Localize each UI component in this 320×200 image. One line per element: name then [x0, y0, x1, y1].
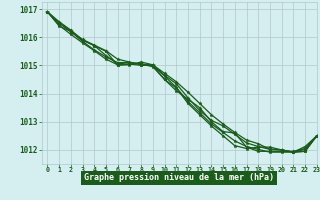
- X-axis label: Graphe pression niveau de la mer (hPa): Graphe pression niveau de la mer (hPa): [84, 173, 274, 182]
